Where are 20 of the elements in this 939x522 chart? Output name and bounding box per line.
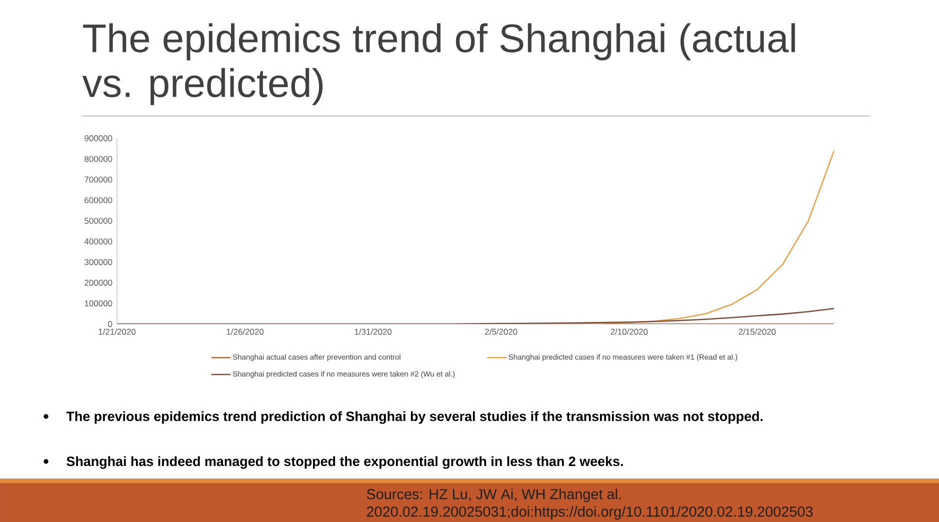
y-tick-label: 400000 <box>84 238 112 244</box>
y-tick-label: 700000 <box>84 176 112 183</box>
text: Shanghai has indeed managed to stopped the exponential growth in less than 2 weeks. <box>66 456 623 469</box>
y-tick-label: 200000 <box>84 280 112 286</box>
x-tick-label: 1/21/2020 <box>98 328 136 335</box>
y-tick-label: 900000 <box>84 135 112 142</box>
y-tick-label: 800000 <box>84 156 112 162</box>
x-tick-label: 1/31/2020 <box>354 328 392 335</box>
y-tick-label: 300000 <box>84 259 112 266</box>
y-tick-label: 600000 <box>84 197 112 204</box>
y-tick-label: 100000 <box>84 300 112 306</box>
text: The previous epidemics trend prediction of Shanghai by several studies if the transmission was not stopped. <box>66 411 763 424</box>
y-tick-label: 500000 <box>84 218 112 224</box>
chart-title: The epidemics trend of Shanghai (actual vs. predicted) <box>82 23 795 106</box>
source-note: Sources: HZ Lu, JW Ai, WH Zhanget al. 2020.02.19.20025031;doi:https://doi.org/10.1101/2020.02.19.2002503 <box>366 488 813 520</box>
x-tick-label: 1/26/2020 <box>226 328 264 335</box>
x-tick-label: 2/5/2020 <box>485 328 518 335</box>
x-tick-label: 2/10/2020 <box>610 328 648 335</box>
x-tick-label: 2/15/2020 <box>738 328 776 335</box>
y-tick-label: 0 <box>108 320 112 327</box>
